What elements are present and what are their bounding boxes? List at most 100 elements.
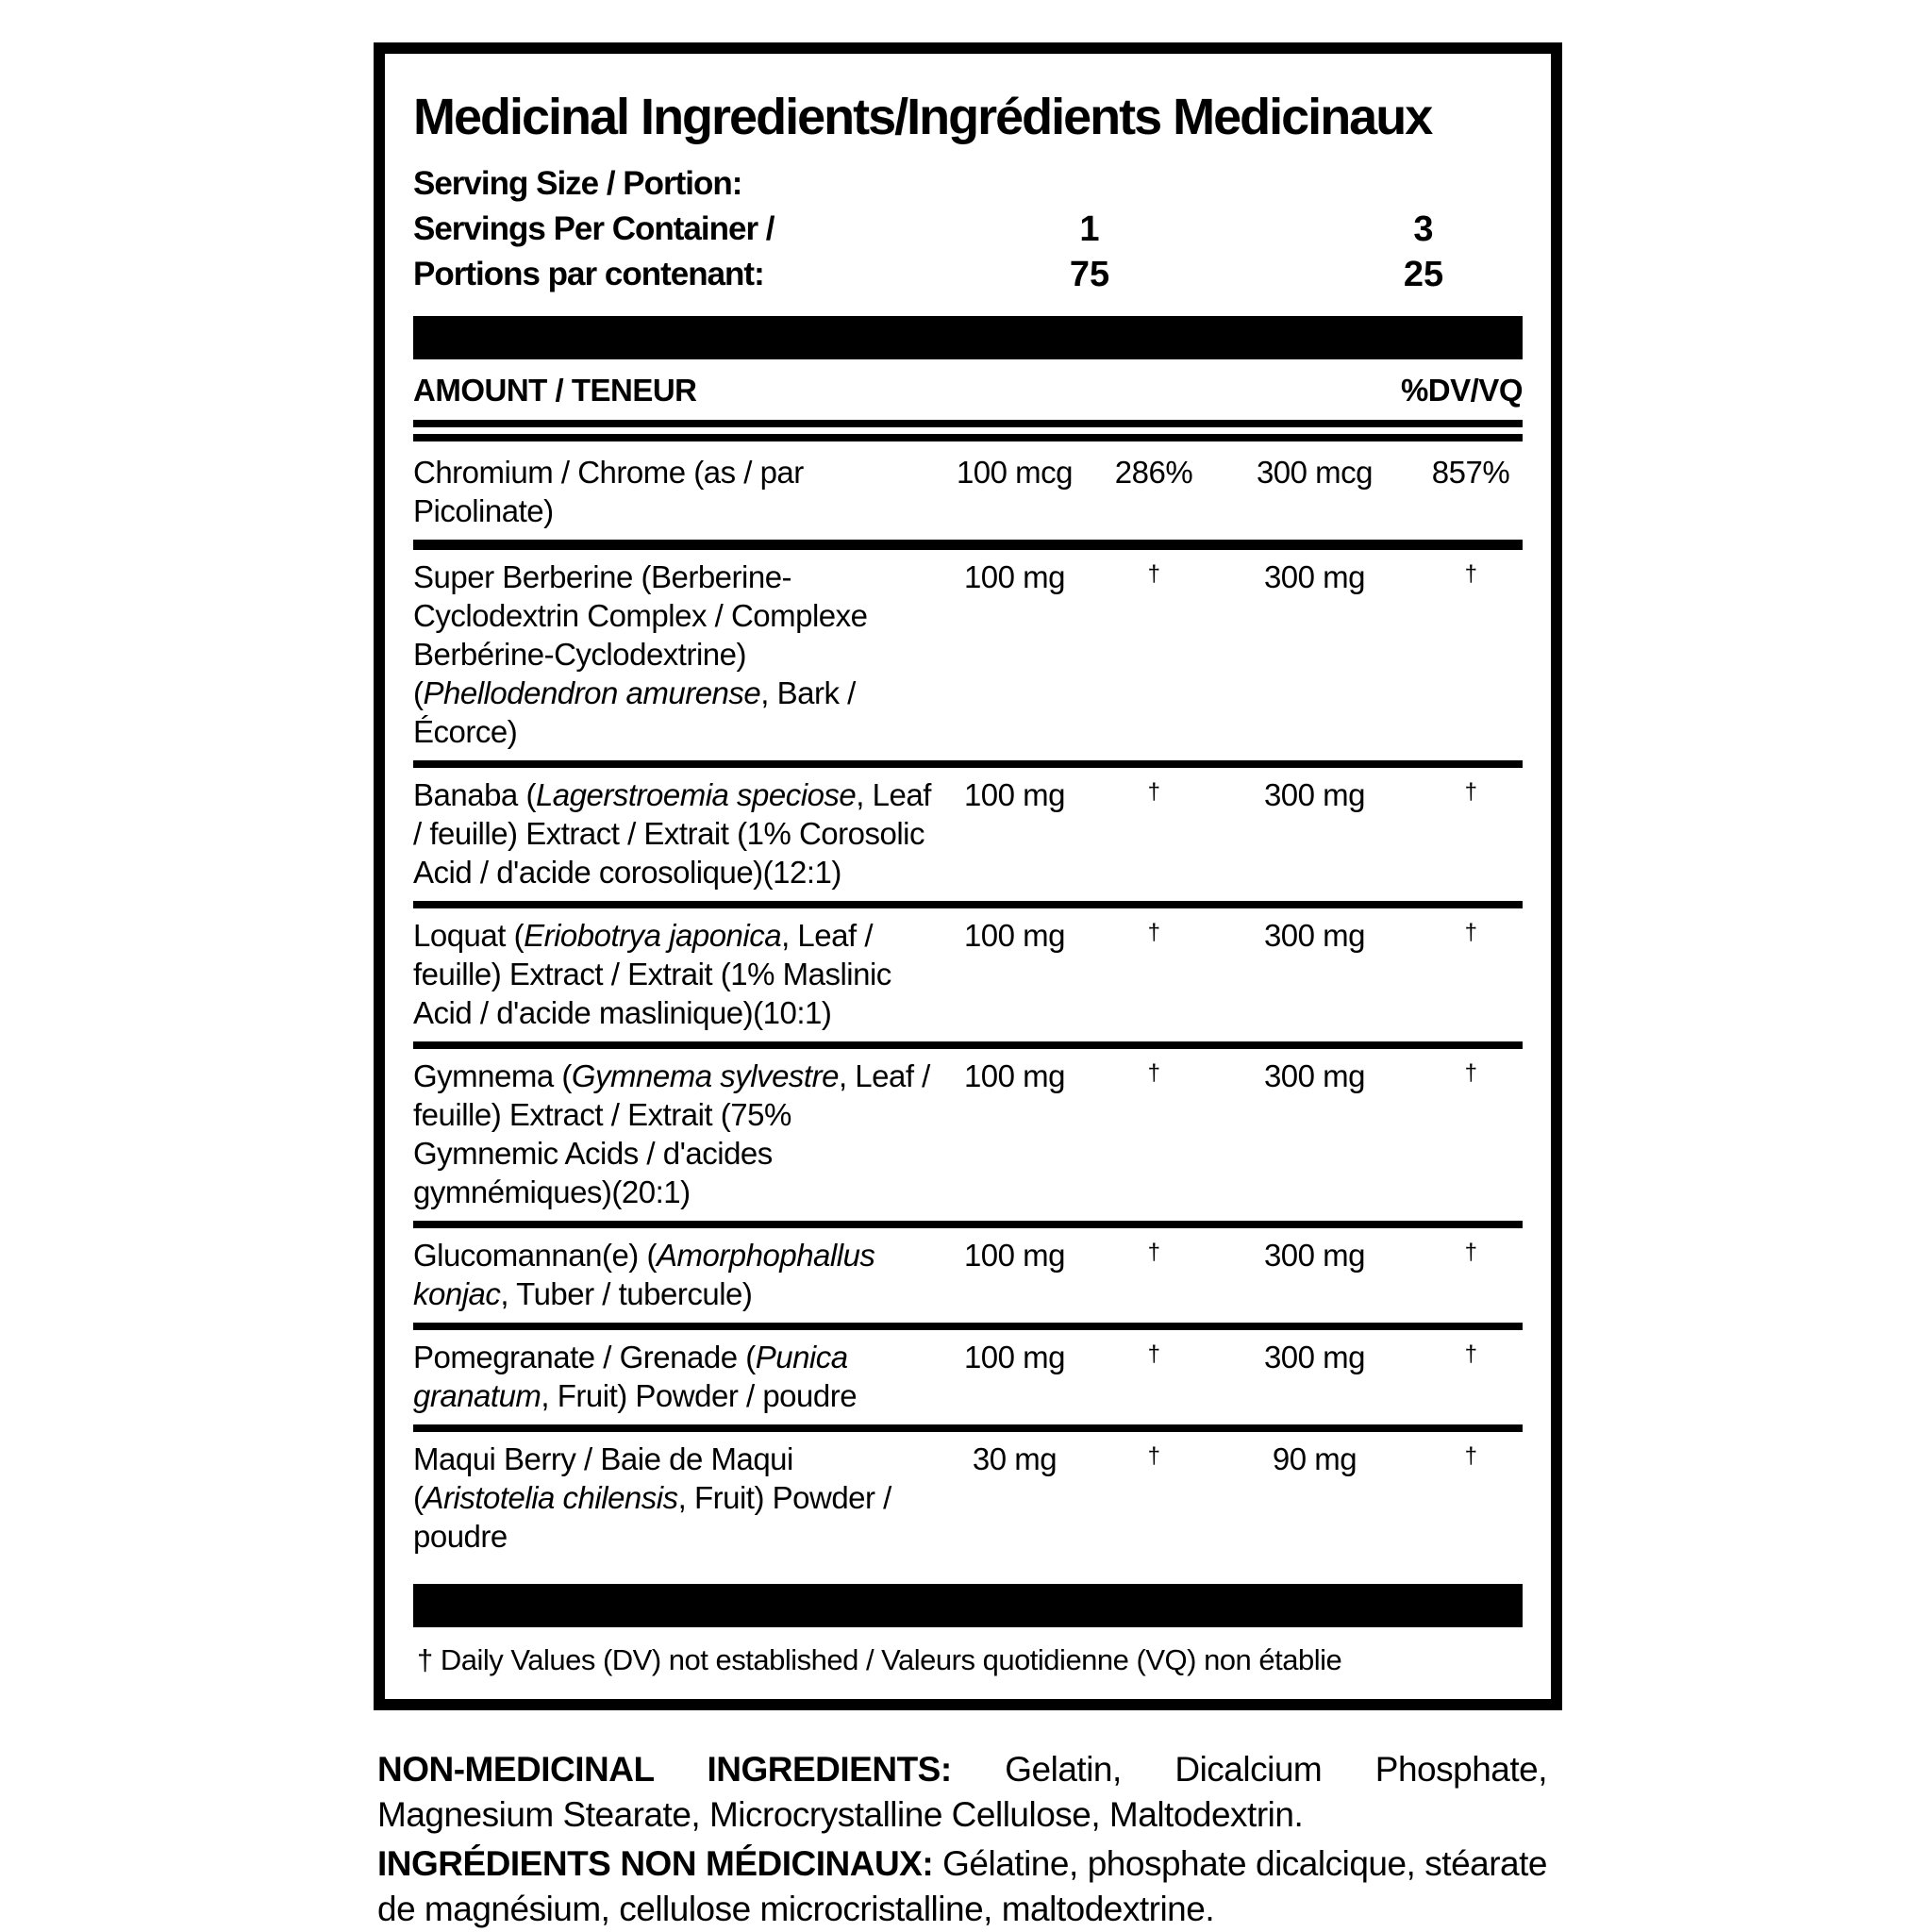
ingredient-name-text: Pomegranate / Grenade (: [413, 1340, 756, 1374]
latin-name-italic: Gymnema sylvestre: [571, 1058, 840, 1093]
ingredient-amount-serving2: 300 mcg: [1256, 455, 1374, 490]
ingredient-name-text: , Tuber / tubercule): [500, 1276, 753, 1311]
rule-bar: [413, 434, 1523, 441]
ingredient-name: Super Berberine (Berberine-Cyclodextrin …: [413, 558, 932, 751]
latin-name-italic: Phellodendron amurense: [423, 675, 761, 710]
ingredient-name-text: , Leaf / feuille) Extract / Extrait (1% …: [413, 918, 891, 1030]
ingredient-dv-serving2: †: [1464, 1240, 1477, 1265]
ingredient-name-text: Gymnema (: [413, 1058, 572, 1093]
serving-column-2: 3 25: [1367, 207, 1480, 297]
latin-name-italic: Aristotelia chilensis: [423, 1480, 679, 1515]
ingredient-amount-serving2: 300 mg: [1263, 777, 1366, 812]
ingredient-dv-serving2: †: [1464, 920, 1477, 945]
ingredient-name-text: Banaba (: [413, 777, 536, 812]
amount-header-row: AMOUNT / TENEUR %DV/VQ: [413, 359, 1524, 420]
ingredient-amount-serving2: 300 mg: [1263, 559, 1366, 594]
amount-header-label: AMOUNT / TENEUR: [413, 373, 697, 408]
latin-name-italic: Punica granatum: [413, 1340, 848, 1413]
serving-size-value-2: 3: [1413, 209, 1434, 249]
ingredient-row: Super Berberine (Berberine-Cyclodextrin …: [413, 550, 1523, 768]
ingredient-row: Maqui Berry / Baie de Maqui (Aristotelia…: [413, 1432, 1523, 1565]
ingredient-amount-serving1: 30 mg: [972, 1441, 1058, 1476]
ingredient-rows: Chromium / Chrome (as / par Picolinate) …: [413, 445, 1523, 1565]
rule-gap: [413, 427, 1523, 434]
ingredient-row: Loquat (Eriobotrya japonica, Leaf / feui…: [413, 908, 1523, 1049]
daily-value-footnote: † Daily Values (DV) not established / Va…: [417, 1643, 1342, 1676]
ingredient-amount-serving1: 100 mg: [963, 777, 1066, 812]
ingredient-dv-serving1: †: [1147, 1240, 1160, 1265]
latin-name-italic: Lagerstroemia speciose: [535, 777, 857, 812]
header-double-rule: [413, 420, 1523, 441]
ingredient-dv-serving2: †: [1464, 1060, 1477, 1086]
ingredient-dv-serving1: †: [1147, 1060, 1160, 1086]
serving-column-1: 1 75: [1033, 207, 1146, 297]
medicinal-ingredients-panel: Medicinal Ingredients/Ingrédients Medici…: [374, 42, 1562, 1710]
ingredient-name-text: Maqui Berry / Baie de Maqui (: [413, 1441, 793, 1515]
serving-block: Serving Size / Portion: Servings Per Con…: [413, 161, 1523, 297]
ingredient-dv-serving2: †: [1464, 1341, 1477, 1367]
ingredient-amount-serving2: 90 mg: [1272, 1441, 1357, 1476]
ingredient-dv-serving1: †: [1147, 1341, 1160, 1367]
ingredient-row: Pomegranate / Grenade (Punica granatum, …: [413, 1330, 1523, 1432]
ingredient-amount-serving2: 300 mg: [1263, 1058, 1366, 1093]
latin-name-italic: Amorphophallus konjac: [413, 1238, 875, 1311]
ingredient-amount-serving2: 300 mg: [1263, 918, 1366, 953]
servings-per-container-value-1: 75: [1069, 255, 1110, 294]
ingredient-row: Chromium / Chrome (as / par Picolinate) …: [413, 445, 1523, 550]
ingredient-dv-serving2: †: [1464, 561, 1477, 587]
ingredient-amount-serving1: 100 mg: [963, 918, 1066, 953]
non-medicinal-paragraph-en: NON-MEDICINAL INGREDIENTS: Gelatin, Dica…: [377, 1747, 1548, 1838]
ingredient-amount-serving2: 300 mg: [1263, 1238, 1366, 1273]
ingredient-name-text: , Fruit) Powder / poudre: [413, 1480, 891, 1554]
ingredient-name: Maqui Berry / Baie de Maqui (Aristotelia…: [413, 1440, 932, 1556]
ingredient-dv-serving1: †: [1147, 561, 1160, 587]
ingredient-name: Chromium / Chrome (as / par Picolinate): [413, 453, 932, 530]
servings-per-container-value-2: 25: [1403, 255, 1444, 294]
ingredient-amount-serving1: 100 mg: [963, 1340, 1066, 1374]
ingredient-name-text: , Fruit) Powder / poudre: [541, 1378, 858, 1413]
servings-per-container-label-en: Servings Per Container /: [413, 210, 775, 247]
servings-per-container-label-fr: Portions par contenant:: [413, 256, 765, 292]
dv-header-label: %DV/VQ: [1400, 373, 1524, 408]
ingredient-name-text: Chromium / Chrome (as / par Picolinate): [413, 455, 804, 528]
ingredient-name: Glucomannan(e) (Amorphophallus konjac, T…: [413, 1236, 932, 1313]
ingredient-dv-serving1: †: [1147, 779, 1160, 805]
ingredient-name-text: , Leaf / feuille) Extract / Extrait (75%…: [413, 1058, 930, 1209]
ingredient-name: Pomegranate / Grenade (Punica granatum, …: [413, 1338, 932, 1415]
ingredient-dv-serving2: 857%: [1431, 455, 1510, 490]
non-medicinal-text-fr: Gélatine, phosphate dicalcique, stéarate…: [377, 1844, 1548, 1928]
non-medicinal-paragraph-fr: INGRÉDIENTS NON MÉDICINAUX: Gélatine, ph…: [377, 1841, 1548, 1932]
ingredient-row: Glucomannan(e) (Amorphophallus konjac, T…: [413, 1228, 1523, 1330]
ingredient-name: Banaba (Lagerstroemia speciose, Leaf / f…: [413, 775, 932, 891]
ingredient-name-text: Loquat (: [413, 918, 525, 953]
ingredient-amount-serving1: 100 mg: [963, 1058, 1066, 1093]
ingredient-name-text: , Leaf / feuille) Extract / Extrait (1% …: [413, 777, 931, 890]
ingredient-amount-serving1: 100 mg: [963, 1238, 1066, 1273]
panel-title: Medicinal Ingredients/Ingrédients Medici…: [413, 89, 1433, 145]
ingredient-row: Gymnema (Gymnema sylvestre, Leaf / feuil…: [413, 1049, 1523, 1228]
ingredient-name-text: Glucomannan(e) (: [413, 1238, 657, 1273]
serving-size-label: Serving Size / Portion:: [413, 165, 742, 202]
ingredient-dv-serving1: †: [1147, 920, 1160, 945]
ingredient-name-text: Super Berberine (Berberine-Cyclodextrin …: [413, 559, 868, 710]
ingredient-row: Banaba (Lagerstroemia speciose, Leaf / f…: [413, 768, 1523, 908]
ingredient-amount-serving1: 100 mg: [963, 559, 1066, 594]
separator-bar-bottom: [413, 1584, 1523, 1627]
ingredient-dv-serving2: †: [1464, 779, 1477, 805]
rule-bar: [413, 420, 1523, 427]
ingredient-amount-serving1: 100 mcg: [956, 455, 1074, 490]
non-medicinal-label-fr: INGRÉDIENTS NON MÉDICINAUX:: [377, 1844, 934, 1883]
ingredient-name: Loquat (Eriobotrya japonica, Leaf / feui…: [413, 916, 932, 1032]
latin-name-italic: Eriobotrya japonica: [524, 918, 782, 953]
ingredient-name-text: , Bark / Écorce): [413, 675, 856, 749]
ingredient-dv-serving2: †: [1464, 1443, 1477, 1469]
ingredient-name: Gymnema (Gymnema sylvestre, Leaf / feuil…: [413, 1057, 932, 1211]
ingredient-amount-serving2: 300 mg: [1263, 1340, 1366, 1374]
serving-size-value-1: 1: [1079, 209, 1100, 249]
non-medicinal-block: NON-MEDICINAL INGREDIENTS: Gelatin, Dica…: [377, 1747, 1548, 1932]
non-medicinal-text-en: Gelatin, Dicalcium Phosphate, Magnesium …: [377, 1750, 1548, 1834]
ingredient-dv-serving1: 286%: [1114, 455, 1193, 490]
ingredient-dv-serving1: †: [1147, 1443, 1160, 1469]
separator-bar-top: [413, 316, 1523, 359]
